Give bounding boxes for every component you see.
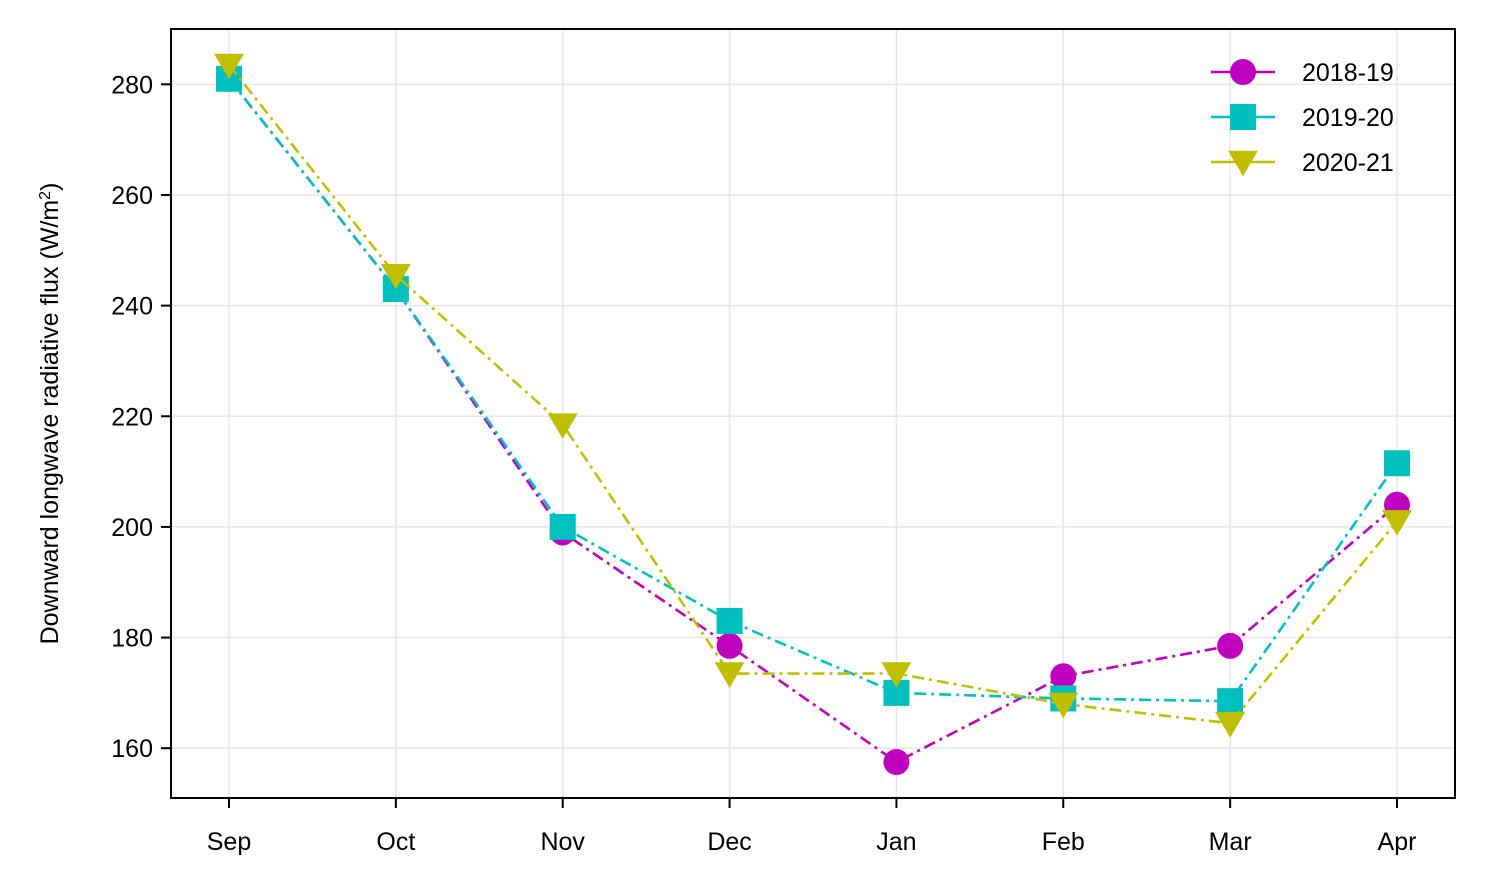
y-tick-label: 280 (111, 71, 153, 99)
data-point (716, 607, 743, 634)
y-tick-label: 200 (111, 514, 153, 542)
data-point (1217, 688, 1244, 715)
x-tick-label: Sep (207, 828, 251, 856)
x-axis: Sep Oct Nov Dec Jan Feb Mar Apr (207, 798, 1417, 856)
y-tick-label: 240 (111, 293, 153, 321)
legend-item: 2019-20 (1211, 104, 1394, 132)
data-point (547, 413, 578, 439)
data-point (714, 662, 745, 688)
data-point (1215, 712, 1246, 738)
data-point (1384, 450, 1410, 477)
series-line (227, 77, 1398, 764)
series-line (227, 77, 1399, 703)
data-point (1228, 150, 1258, 177)
y-tick-label: 220 (111, 403, 153, 431)
y-axis-label: Downward longwave radiative flux (W/m2) (36, 183, 64, 645)
legend-label: 2020-21 (1302, 149, 1394, 177)
data-point (881, 662, 912, 688)
y-tick-label: 160 (111, 735, 153, 763)
y-axis: 160 180 200 220 240 260 280 (111, 71, 171, 763)
x-tick-label: Feb (1042, 828, 1085, 856)
grid (171, 29, 1455, 798)
y-axis-label-main: Downward longwave radiative flux (W/m (36, 200, 64, 645)
data-point (1050, 663, 1077, 690)
data-point (1230, 104, 1256, 130)
legend: 2018-19 2019-20 2020-21 (1211, 59, 1394, 177)
series-2018-19 (216, 65, 1410, 776)
legend-label: 2018-19 (1302, 59, 1394, 87)
data-point (549, 513, 576, 540)
y-tick-label: 180 (111, 625, 153, 653)
legend-item: 2020-21 (1211, 149, 1394, 177)
x-tick-label: Apr (1378, 828, 1417, 856)
x-tick-label: Dec (707, 828, 751, 856)
series-2020-21 (214, 53, 1412, 738)
data-point (1230, 59, 1256, 85)
series-line (227, 64, 1399, 725)
series-group (214, 53, 1412, 776)
data-point (716, 632, 743, 659)
data-point (883, 749, 910, 776)
x-tick-label: Mar (1209, 828, 1252, 856)
legend-item: 2018-19 (1211, 59, 1394, 87)
y-axis-label-close: ) (36, 183, 64, 191)
legend-label: 2019-20 (1302, 104, 1394, 132)
data-point (1048, 692, 1079, 719)
plot-frame (170, 28, 1456, 799)
x-tick-label: Jan (876, 828, 916, 856)
data-point (214, 53, 244, 80)
y-tick-label: 260 (111, 182, 153, 210)
y-axis-label-sup: 2 (37, 191, 54, 200)
data-point (1382, 510, 1412, 536)
data-point (1217, 632, 1244, 659)
data-point (380, 263, 411, 290)
x-tick-label: Oct (376, 828, 415, 856)
x-tick-label: Nov (540, 828, 585, 856)
